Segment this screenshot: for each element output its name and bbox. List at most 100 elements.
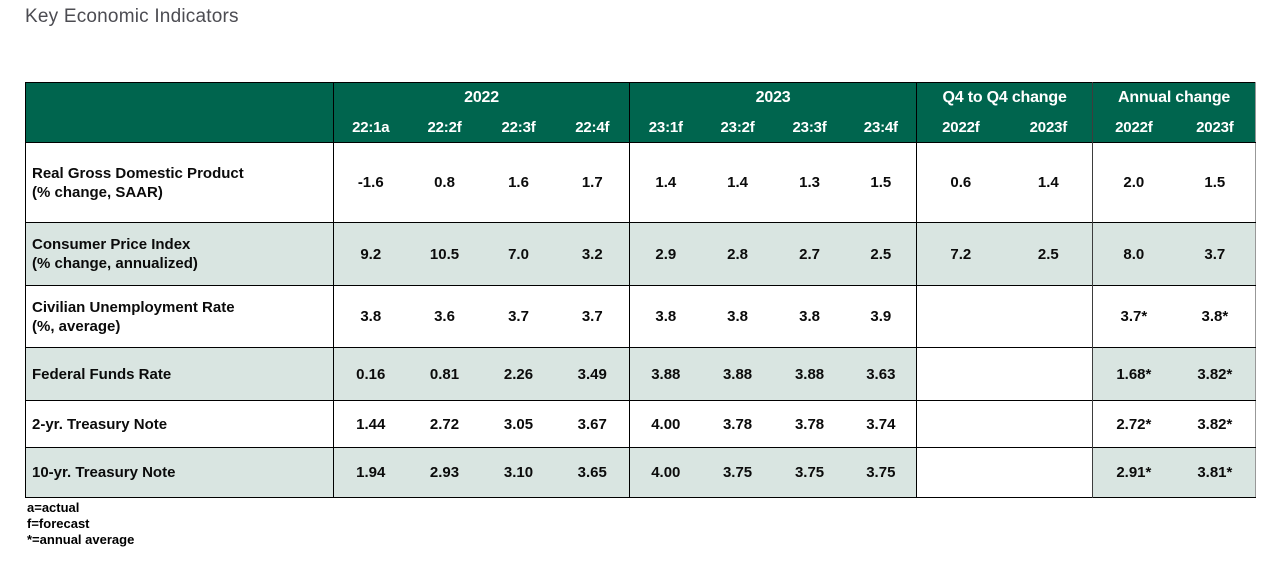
cell-value: 1.68* <box>1092 347 1175 401</box>
column-header-23-4f: 23:4f <box>845 112 917 143</box>
column-header-22-3f: 22:3f <box>481 112 556 143</box>
cell-value: 8.0 <box>1092 222 1175 286</box>
cell-value: 2.72 <box>429 415 460 433</box>
cell-value: 3.75 <box>794 464 825 481</box>
cell-value: 1.44 <box>333 400 408 448</box>
header-group-row: 2022 2023 Q4 to Q4 change Annual change <box>25 82 1256 143</box>
cell-value: 3.8 <box>333 285 408 348</box>
cell-value: 2.7 <box>799 245 820 263</box>
column-header-23-3f: 23:3f <box>773 112 846 143</box>
indicators-table-container: 2022 2023 Q4 to Q4 change Annual change … <box>25 82 1257 498</box>
cell-value: 3.7 <box>581 308 603 325</box>
cell-value: 3.8 <box>799 308 820 325</box>
cell-value: 10.5 <box>429 245 460 263</box>
cell-value: 1.5 <box>870 174 892 191</box>
footnote-forecast: f=forecast <box>27 516 90 531</box>
row-label-10yr-treasury: 10-yr. Treasury Note <box>26 448 334 498</box>
row-label-fed-funds: Federal Funds Rate <box>26 348 334 401</box>
cell-empty <box>1004 447 1093 498</box>
cell-value: 3.10 <box>503 464 534 481</box>
cell-value: 3.88 <box>629 347 702 401</box>
cell-value: 9.2 <box>333 222 408 286</box>
cell-value: 2.93 <box>429 464 460 481</box>
cell-value: 0.8 <box>434 174 455 191</box>
cell-empty <box>916 400 1005 448</box>
cell-value: 3.82* <box>1197 365 1233 383</box>
column-header-22-4f: 22:4f <box>555 112 630 143</box>
cell-value: 4.00 <box>629 400 702 448</box>
column-group-2022: 2022 <box>332 82 630 113</box>
cell-empty <box>1004 347 1093 401</box>
row-label-cpi: Consumer Price Index (% change, annualiz… <box>26 223 334 286</box>
header-sub-row: 22:1a 22:2f 22:3f 22:4f 23:1f 23:2f 23:3… <box>26 112 1256 143</box>
table-row-2yr-treasury: 2-yr. Treasury Note 1.44 2.72 3.05 3.67 … <box>25 400 1256 448</box>
cell-value: 2.9 <box>629 222 702 286</box>
row-sublabel-text: (%, average) <box>32 317 121 335</box>
cell-value: 2.5 <box>1037 245 1059 263</box>
indicators-table: 2022 2023 Q4 to Q4 change Annual change … <box>25 82 1257 498</box>
cell-value: 3.7 <box>508 308 529 325</box>
cell-value: 2.72* <box>1092 400 1175 448</box>
cell-value: 3.75 <box>866 464 896 481</box>
cell-value: 3.7* <box>1092 285 1175 348</box>
table-corner-cell <box>25 82 334 143</box>
row-label-text: Consumer Price Index <box>32 236 191 253</box>
cell-value: 2.5 <box>870 245 892 263</box>
cell-value: 3.2 <box>581 245 603 263</box>
table-row-unemployment: Civilian Unemployment Rate (%, average) … <box>25 285 1256 348</box>
column-header-22-2f: 22:2f <box>407 112 482 143</box>
column-group-annual-change: Annual change <box>1092 82 1256 113</box>
row-label-text: 2-yr. Treasury Note <box>32 415 168 433</box>
cell-value: 3.8* <box>1201 308 1229 325</box>
cell-value: 1.4 <box>1037 174 1059 191</box>
cell-empty <box>1004 400 1093 448</box>
cell-value: 3.9 <box>870 308 892 325</box>
cell-value: 4.00 <box>629 447 702 498</box>
cell-value: 1.3 <box>799 174 820 191</box>
cell-value: 3.88 <box>794 365 825 383</box>
cell-value: 1.94 <box>333 447 408 498</box>
row-label-text: Civilian Unemployment Rate <box>32 298 235 316</box>
footnote-actual: a=actual <box>27 500 80 515</box>
row-label-text: Real Gross Domestic Product <box>32 164 244 182</box>
table-row-real-gdp: Real Gross Domestic Product (% change, S… <box>25 142 1256 223</box>
footnote-annual-average: *=annual average <box>27 532 135 547</box>
row-label-unemployment: Civilian Unemployment Rate (%, average) <box>26 286 334 348</box>
cell-value: 2.0 <box>1092 142 1175 223</box>
row-label-real-gdp: Real Gross Domestic Product (% change, S… <box>26 143 334 223</box>
column-header-22-1a: 22:1a <box>333 112 408 143</box>
cell-empty <box>916 447 1005 498</box>
cell-value: 2.91* <box>1092 447 1175 498</box>
row-sublabel-text: (% change, annualized) <box>32 255 198 272</box>
cell-value: 7.2 <box>916 222 1005 286</box>
page-title: Key Economic Indicators <box>25 6 239 27</box>
cell-value: 3.81* <box>1197 464 1233 481</box>
cell-value: 7.0 <box>508 245 529 263</box>
row-label-2yr-treasury: 2-yr. Treasury Note <box>26 401 334 448</box>
column-group-2023: 2023 <box>629 82 917 113</box>
row-label-text: Federal Funds Rate <box>32 365 172 383</box>
column-group-q4-change: Q4 to Q4 change <box>916 82 1093 113</box>
cell-value: -1.6 <box>333 142 408 223</box>
cell-value: 3.82* <box>1197 415 1233 433</box>
cell-value: 1.4 <box>727 174 748 191</box>
table-row-10yr-treasury: 10-yr. Treasury Note 1.94 2.93 3.10 3.65… <box>25 447 1256 498</box>
cell-value: 1.4 <box>629 142 702 223</box>
cell-value: 3.65 <box>577 464 607 481</box>
cell-value: 0.6 <box>916 142 1005 223</box>
footnotes: a=actual f=forecast *=annual average <box>27 500 134 548</box>
column-header-q4-2022f: 2022f <box>916 112 1005 143</box>
cell-value: 3.63 <box>866 365 896 383</box>
cell-value: 1.6 <box>508 174 529 191</box>
cell-value: 3.8 <box>629 285 702 348</box>
table-row-cpi: Consumer Price Index (% change, annualiz… <box>25 222 1256 286</box>
cell-value: 3.88 <box>722 365 753 383</box>
row-sublabel-text: (% change, SAAR) <box>32 183 163 201</box>
cell-empty <box>1004 285 1093 348</box>
cell-value: 3.78 <box>722 415 753 433</box>
column-header-annual-2022f: 2022f <box>1092 112 1175 143</box>
cell-value: 0.81 <box>429 365 460 383</box>
column-header-23-2f: 23:2f <box>701 112 774 143</box>
cell-value: 3.05 <box>503 415 534 433</box>
cell-value: 1.7 <box>581 174 603 191</box>
